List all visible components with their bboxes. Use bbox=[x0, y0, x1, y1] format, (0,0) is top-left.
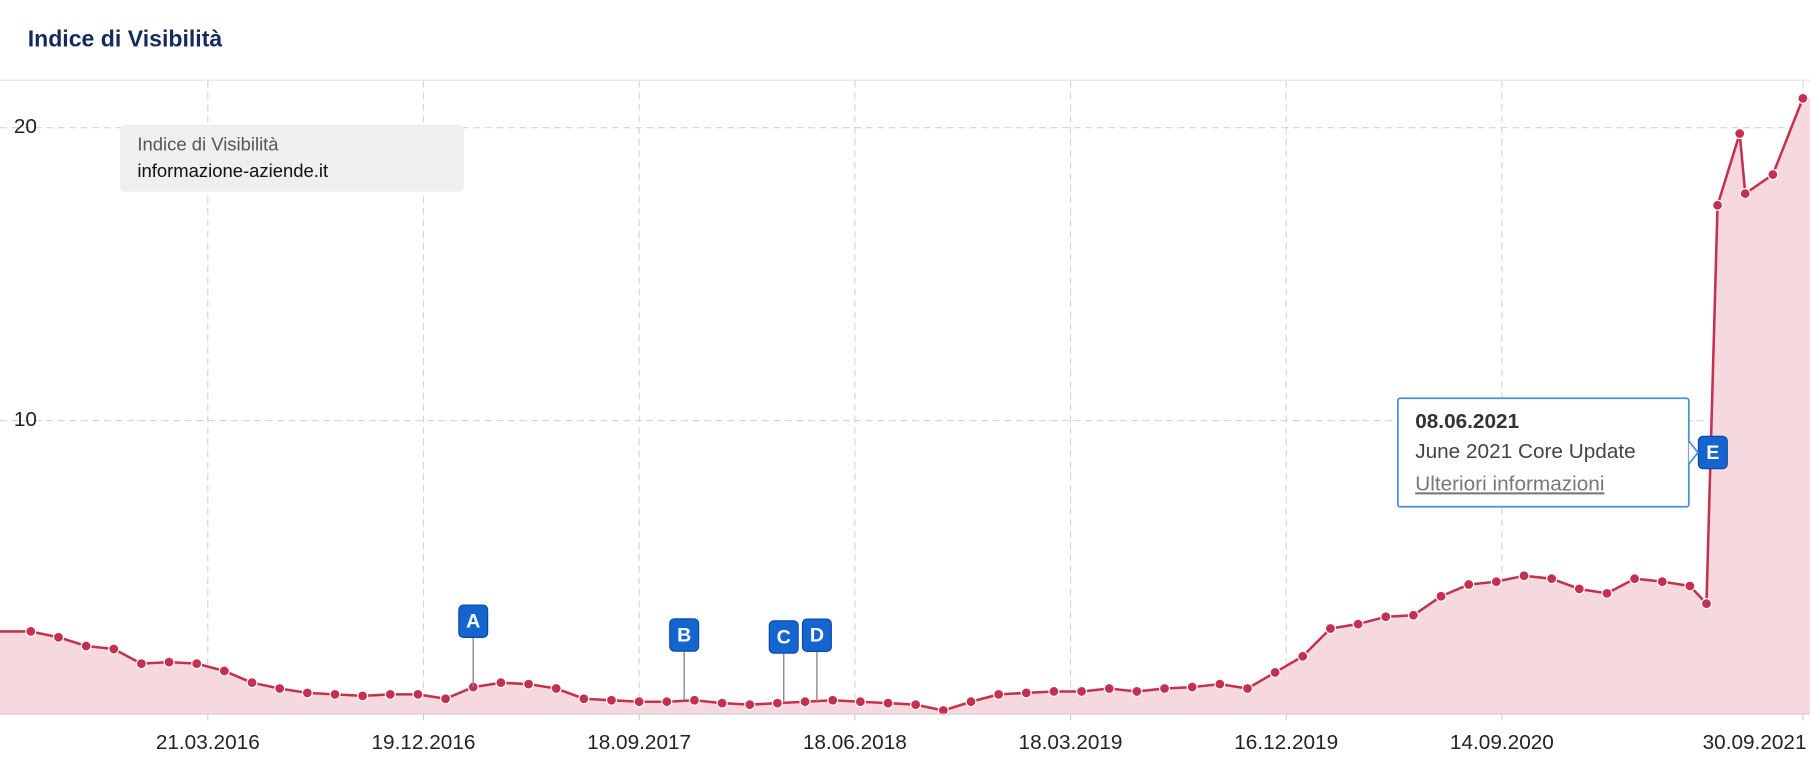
data-point bbox=[1241, 682, 1254, 695]
data-point bbox=[1269, 666, 1281, 678]
x-tick-label: 16.12.2019 bbox=[1234, 731, 1338, 754]
x-tick-label: 18.09.2017 bbox=[587, 731, 691, 754]
data-point bbox=[882, 697, 894, 709]
data-point bbox=[771, 697, 783, 709]
data-point bbox=[1767, 169, 1779, 181]
data-point bbox=[301, 687, 313, 699]
legend-box bbox=[120, 124, 465, 192]
data-point bbox=[1629, 573, 1641, 585]
y-tick-label: 10 bbox=[14, 408, 37, 431]
data-point bbox=[1158, 682, 1171, 695]
data-point bbox=[1186, 681, 1198, 693]
event-label[interactable]: C bbox=[777, 626, 791, 648]
data-point bbox=[329, 688, 341, 700]
data-point bbox=[357, 690, 369, 702]
data-point bbox=[827, 694, 839, 706]
data-point bbox=[799, 696, 811, 708]
data-point bbox=[412, 688, 424, 700]
data-point bbox=[384, 688, 396, 700]
data-point bbox=[274, 682, 286, 695]
data-point bbox=[1490, 576, 1502, 588]
event-marker[interactable] bbox=[458, 604, 489, 638]
data-point bbox=[854, 696, 866, 708]
data-point bbox=[1463, 579, 1475, 591]
data-point bbox=[1739, 188, 1751, 200]
data-point bbox=[1131, 685, 1143, 697]
data-point bbox=[1380, 611, 1392, 623]
data-point bbox=[1601, 587, 1613, 599]
data-point bbox=[578, 693, 590, 705]
tooltip-text: June 2021 Core Update bbox=[1415, 440, 1636, 463]
event-label[interactable]: A bbox=[466, 611, 480, 633]
data-point bbox=[523, 678, 535, 690]
data-point bbox=[1048, 685, 1060, 697]
data-point bbox=[1407, 609, 1419, 621]
data-point bbox=[1700, 598, 1713, 610]
data-point bbox=[135, 658, 147, 670]
data-point bbox=[688, 694, 700, 706]
data-point bbox=[25, 625, 37, 637]
area bbox=[0, 98, 1810, 714]
data-point bbox=[910, 699, 922, 711]
event-marker[interactable] bbox=[768, 620, 799, 654]
data-point bbox=[1324, 622, 1336, 635]
data-point bbox=[1020, 687, 1032, 699]
x-tick-label: 18.03.2019 bbox=[1019, 731, 1123, 754]
tooltip: 08.06.2021 June 2021 Core Update Ulterio… bbox=[1397, 397, 1700, 508]
y-tick-label: 20 bbox=[14, 115, 37, 138]
data-point bbox=[191, 658, 203, 670]
data-point bbox=[1103, 682, 1115, 695]
event-label[interactable]: D bbox=[810, 625, 824, 647]
chart-title: Indice di Visibilità bbox=[28, 26, 223, 52]
event-marker[interactable] bbox=[669, 618, 700, 652]
event-marker[interactable] bbox=[801, 618, 832, 653]
data-point bbox=[52, 631, 65, 643]
data-point bbox=[1797, 92, 1809, 104]
data-point bbox=[1546, 573, 1558, 585]
legend: Indice di Visibilità informazione-aziend… bbox=[120, 124, 465, 192]
data-point bbox=[1297, 650, 1309, 662]
data-point bbox=[965, 696, 977, 708]
data-point bbox=[937, 704, 949, 717]
data-point bbox=[80, 640, 92, 652]
x-tick-label: 30.09.2021 bbox=[1703, 731, 1807, 754]
data-point bbox=[744, 699, 756, 711]
data-point bbox=[605, 694, 618, 706]
data-point bbox=[1684, 580, 1696, 592]
data-point bbox=[440, 693, 452, 705]
data-point bbox=[1518, 570, 1530, 582]
data-point bbox=[163, 656, 175, 668]
x-tick-label: 21.03.2016 bbox=[156, 731, 260, 754]
data-point bbox=[661, 696, 673, 708]
x-tick-label: 18.06.2018 bbox=[803, 731, 907, 754]
data-point bbox=[1214, 678, 1226, 690]
data-point bbox=[1712, 199, 1724, 211]
data-point bbox=[1076, 685, 1088, 697]
event-label[interactable]: B bbox=[677, 624, 691, 646]
data-point bbox=[218, 665, 230, 677]
x-tick-label: 14.09.2020 bbox=[1450, 731, 1554, 754]
legend-title: Indice di Visibilità bbox=[137, 133, 279, 154]
data-point bbox=[1573, 583, 1585, 595]
tooltip-date: 08.06.2021 bbox=[1415, 410, 1519, 433]
data-point bbox=[495, 677, 507, 689]
data-point bbox=[550, 682, 562, 695]
tooltip-link[interactable]: Ulteriori informazioni bbox=[1415, 472, 1604, 495]
legend-entry: informazione-aziende.it bbox=[137, 160, 328, 181]
data-point bbox=[993, 688, 1005, 700]
data-point bbox=[1435, 590, 1447, 602]
data-point bbox=[1656, 576, 1668, 588]
data-point bbox=[1734, 128, 1746, 140]
data-point bbox=[108, 643, 120, 655]
data-point bbox=[633, 696, 645, 708]
x-tick-label: 19.12.2016 bbox=[371, 731, 475, 754]
tooltip-arrow bbox=[1688, 440, 1700, 465]
data-point bbox=[716, 697, 728, 709]
data-point bbox=[246, 677, 258, 689]
event-label[interactable]: E bbox=[1706, 442, 1719, 464]
data-point bbox=[1352, 618, 1364, 630]
